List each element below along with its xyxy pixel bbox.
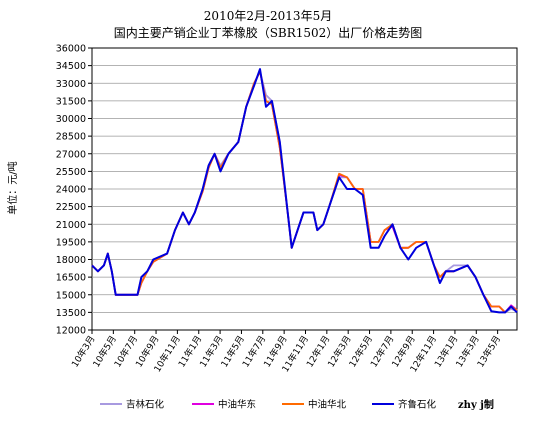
y-tick-label: 13500 xyxy=(56,308,86,319)
y-tick-label: 22500 xyxy=(56,202,86,213)
y-tick-label: 28500 xyxy=(56,132,86,143)
legend-label: 中油华东 xyxy=(218,399,256,411)
legend-label: 中油华北 xyxy=(308,399,347,411)
legend-label: 吉林石化 xyxy=(126,399,165,411)
chart-title: 2010年2月-2013年5月 xyxy=(204,9,332,23)
series-line-3 xyxy=(91,68,518,314)
y-tick-label: 19500 xyxy=(56,237,86,248)
legend-label: 齐鲁石化 xyxy=(398,399,437,411)
y-tick-label: 36000 xyxy=(56,44,86,55)
y-tick-label: 31500 xyxy=(56,96,86,107)
y-tick-label: 16500 xyxy=(56,273,86,284)
plot-area: 12000 13500 15000 16500 18000 19500 21000 22500… xyxy=(56,44,518,374)
y-axis-label: 单位：元/吨 xyxy=(6,161,19,214)
source-note: zhy j制 xyxy=(458,398,494,411)
y-tick-label: 21000 xyxy=(56,220,86,231)
y-tick-label: 15000 xyxy=(56,290,86,301)
y-tick-label: 12000 xyxy=(56,326,86,337)
y-tick-label: 18000 xyxy=(56,255,86,266)
y-tick-label: 27000 xyxy=(56,149,86,160)
y-tick-label: 24000 xyxy=(56,185,86,196)
legend: 吉林石化 中油华东 中油华北 齐鲁石化 xyxy=(100,399,437,411)
y-tick-label: 25500 xyxy=(56,167,86,178)
y-tick-label: 30000 xyxy=(56,114,86,125)
y-tick-label: 33000 xyxy=(56,79,86,90)
chart-subtitle: 国内主要产销企业丁苯橡胶（SBR1502）出厂价格走势图 xyxy=(114,25,423,40)
y-tick-label: 34500 xyxy=(56,61,86,72)
